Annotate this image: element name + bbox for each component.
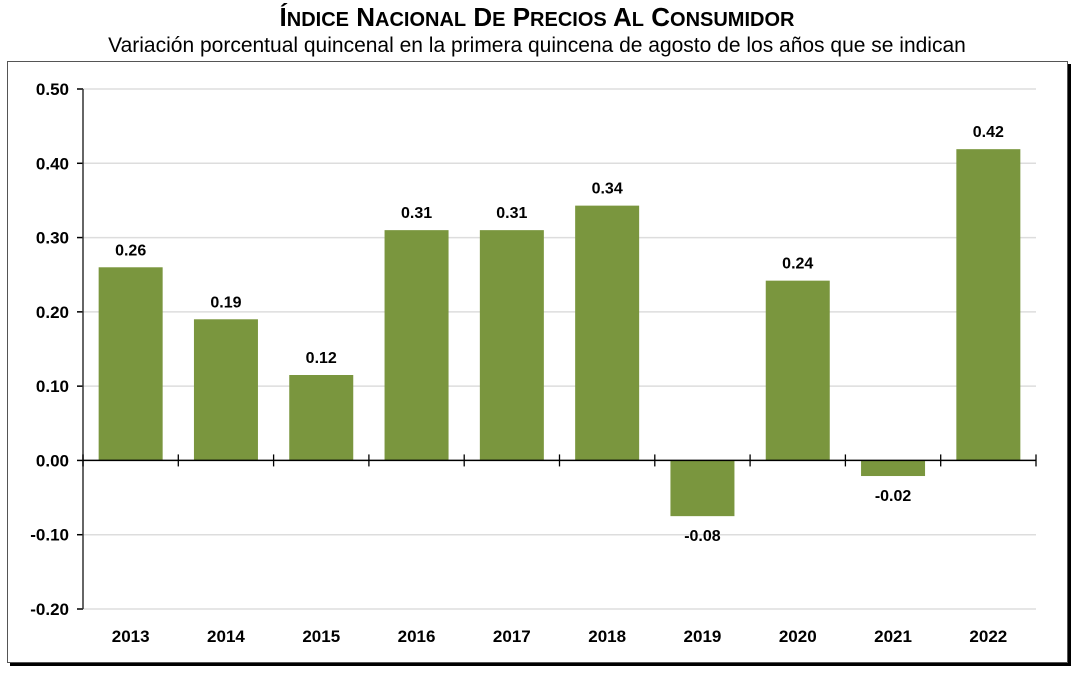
bar-2014 <box>193 319 258 461</box>
chart-subtitle: Variación porcentual quincenal en la pri… <box>108 34 966 57</box>
x-tick-label-2018: 2018 <box>588 627 626 646</box>
y-tick-label: -0.10 <box>30 526 69 545</box>
x-tick-label-2013: 2013 <box>112 627 150 646</box>
y-tick-label: 0.40 <box>36 154 69 173</box>
data-label-2017: 0.31 <box>496 205 527 222</box>
bar-2015 <box>289 375 354 461</box>
y-tick-label: 0.50 <box>36 80 69 99</box>
data-label-2021: -0.02 <box>875 488 912 505</box>
bar-2018 <box>575 205 640 461</box>
x-tick-label-2019: 2019 <box>684 627 722 646</box>
data-label-2020: 0.24 <box>782 256 813 273</box>
data-label-2015: 0.12 <box>306 350 337 367</box>
data-label-2018: 0.34 <box>592 181 623 198</box>
bar-2022 <box>956 149 1021 461</box>
data-label-2019: -0.08 <box>684 528 721 545</box>
x-tick-label-2017: 2017 <box>493 627 531 646</box>
bar-2016 <box>384 230 449 461</box>
bar-2021 <box>861 460 926 477</box>
chart-title: ÍNDICE NACIONAL DE PRECIOS AL CONSUMIDOR <box>279 2 795 32</box>
data-label-2016: 0.31 <box>401 205 432 222</box>
y-tick-label: 0.10 <box>36 377 69 396</box>
y-tick-label: 0.00 <box>36 451 69 470</box>
x-tick-label-2020: 2020 <box>779 627 817 646</box>
bar-2013 <box>98 267 163 461</box>
y-tick-label: 0.30 <box>36 229 69 248</box>
x-tick-label-2014: 2014 <box>207 627 245 646</box>
data-label-2014: 0.19 <box>210 294 241 311</box>
x-tick-label-2021: 2021 <box>874 627 912 646</box>
x-tick-label-2022: 2022 <box>969 627 1007 646</box>
bar-2019 <box>670 460 735 517</box>
x-tick-label-2016: 2016 <box>398 627 436 646</box>
y-tick-label: 0.20 <box>36 303 69 322</box>
data-label-2022: 0.42 <box>973 124 1004 141</box>
bar-2017 <box>479 230 544 461</box>
bar-2020 <box>765 280 830 461</box>
y-tick-label: -0.20 <box>30 600 69 619</box>
x-tick-label-2015: 2015 <box>302 627 340 646</box>
data-label-2013: 0.26 <box>115 242 146 259</box>
